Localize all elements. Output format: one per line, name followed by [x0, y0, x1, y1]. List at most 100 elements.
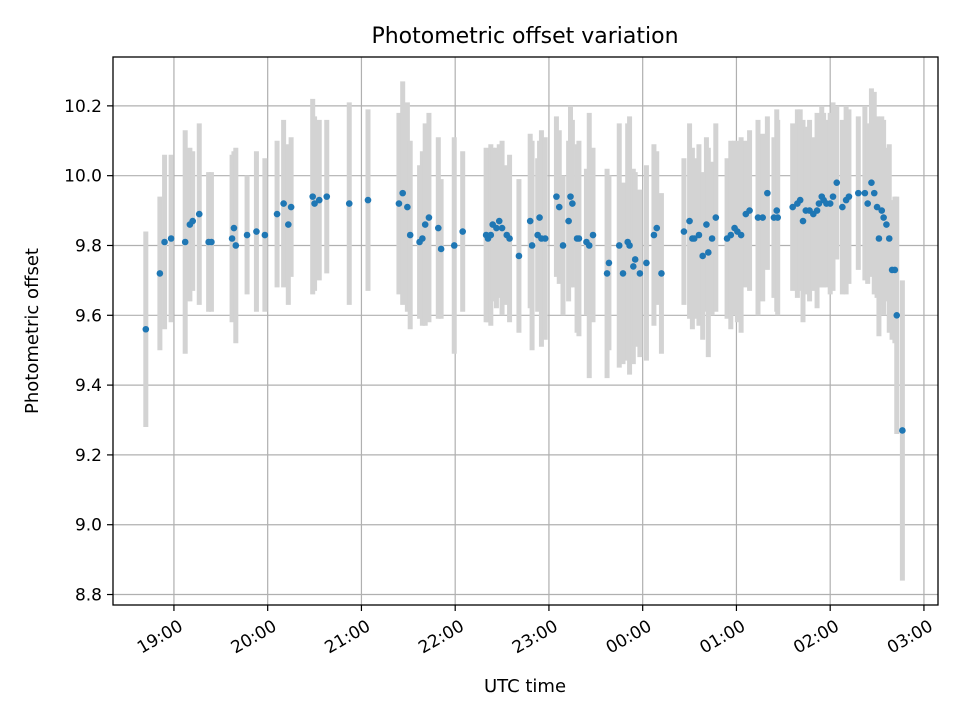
data-point — [161, 238, 168, 246]
data-point — [419, 235, 426, 242]
y-tick-label: 9.6 — [75, 306, 102, 326]
data-point — [167, 235, 175, 242]
data-point — [243, 231, 251, 239]
data-point — [589, 231, 597, 239]
data-point — [565, 217, 572, 225]
data-point — [487, 231, 495, 239]
data-point — [708, 235, 716, 242]
y-tick-label: 9.4 — [75, 376, 102, 396]
data-point — [553, 193, 560, 200]
data-point — [515, 252, 523, 260]
data-point — [559, 242, 567, 249]
data-point — [253, 228, 260, 235]
data-point — [323, 193, 331, 200]
data-point — [228, 235, 236, 242]
data-point — [615, 242, 623, 249]
y-tick-label: 10.2 — [64, 97, 102, 117]
data-point — [650, 231, 658, 239]
data-point — [142, 325, 150, 333]
data-point — [686, 217, 693, 225]
data-point — [156, 270, 164, 277]
data-point — [813, 207, 821, 214]
data-point — [364, 196, 372, 204]
data-points — [142, 179, 906, 434]
x-tick-label: 22:00 — [415, 616, 467, 658]
x-tick-label: 02:00 — [790, 616, 842, 658]
data-point — [695, 231, 703, 239]
y-axis-label: Photometric offset — [22, 248, 43, 414]
data-point — [287, 203, 295, 211]
data-point — [425, 214, 433, 221]
data-point — [883, 221, 890, 228]
data-point — [864, 200, 871, 207]
data-point — [605, 259, 613, 267]
y-tick-label: 10.0 — [64, 167, 102, 187]
x-tick-label: 19:00 — [134, 616, 186, 658]
data-point — [875, 235, 883, 242]
data-point — [459, 228, 466, 235]
data-point — [528, 242, 536, 249]
data-point — [653, 224, 661, 232]
data-point — [839, 203, 846, 211]
data-point — [404, 203, 411, 211]
y-tick-label: 9.8 — [75, 236, 102, 256]
data-point — [873, 203, 881, 211]
data-point — [421, 221, 429, 228]
data-point — [774, 214, 781, 221]
y-axis-ticks: 8.8 9.0 9.2 9.4 9.6 9.8 10.0 10.2 — [64, 97, 113, 606]
x-tick-label: 03:00 — [884, 616, 936, 658]
data-point — [746, 207, 753, 214]
data-point — [737, 231, 745, 239]
data-point — [585, 242, 593, 249]
data-point — [773, 207, 781, 214]
x-tick-label: 21:00 — [322, 616, 374, 658]
data-point — [536, 214, 543, 221]
chart-title: Photometric offset variation — [371, 24, 678, 49]
data-point — [829, 193, 837, 200]
data-point — [399, 189, 406, 197]
data-point — [855, 189, 862, 197]
data-point — [181, 238, 189, 246]
data-point — [437, 245, 445, 253]
data-point — [541, 235, 549, 242]
data-point — [636, 270, 644, 277]
error-bars — [143, 81, 905, 581]
data-point — [526, 217, 534, 225]
data-point — [759, 214, 766, 221]
data-point — [630, 263, 637, 270]
data-point — [189, 217, 196, 225]
y-tick-label: 8.8 — [75, 586, 102, 606]
data-point — [315, 196, 323, 204]
data-point — [764, 189, 771, 197]
x-tick-label: 20:00 — [228, 616, 280, 658]
data-point — [493, 224, 500, 232]
data-point — [261, 231, 269, 239]
data-point — [450, 242, 458, 249]
data-point — [555, 203, 563, 211]
data-point — [230, 224, 238, 232]
x-axis-label: UTC time — [484, 676, 566, 697]
y-tick-label: 9.2 — [75, 446, 102, 466]
data-point — [712, 214, 720, 221]
x-axis-ticks: 19:00 20:00 21:00 22:00 23:00 00:00 01:00 02:00… — [134, 605, 936, 658]
y-tick-label: 9.0 — [75, 516, 102, 536]
data-point — [880, 214, 887, 221]
data-point — [309, 193, 316, 200]
data-point — [435, 224, 442, 232]
data-point — [796, 196, 804, 204]
data-point — [273, 210, 281, 218]
data-point — [893, 311, 901, 319]
data-point — [498, 224, 506, 232]
data-point — [815, 200, 823, 207]
data-point — [208, 238, 215, 246]
data-point — [878, 207, 886, 214]
data-point — [870, 189, 878, 197]
data-point — [705, 249, 712, 256]
data-point — [754, 214, 762, 221]
data-point — [495, 217, 503, 225]
data-point — [861, 189, 869, 197]
data-point — [833, 179, 841, 186]
data-point — [891, 266, 899, 274]
data-point — [703, 221, 710, 228]
